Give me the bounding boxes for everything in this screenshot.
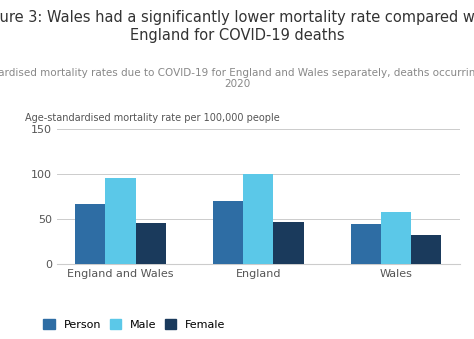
Bar [213, 201, 243, 264]
Bar [106, 178, 136, 264]
Bar [351, 224, 381, 264]
Bar [273, 222, 304, 264]
Bar [381, 212, 411, 264]
Bar [136, 223, 166, 264]
Text: Age-standardised mortality rates due to COVID-19 for England and Wales separatel: Age-standardised mortality rates due to … [0, 68, 474, 89]
Bar [75, 204, 106, 264]
Legend: Person, Male, Female: Person, Male, Female [44, 319, 226, 330]
Text: Age-standardised mortality rate per 100,000 people: Age-standardised mortality rate per 100,… [25, 114, 279, 123]
Bar [243, 174, 273, 264]
Bar [411, 235, 441, 264]
Text: Figure 3: Wales had a significantly lower mortality rate compared with
England f: Figure 3: Wales had a significantly lowe… [0, 10, 474, 43]
